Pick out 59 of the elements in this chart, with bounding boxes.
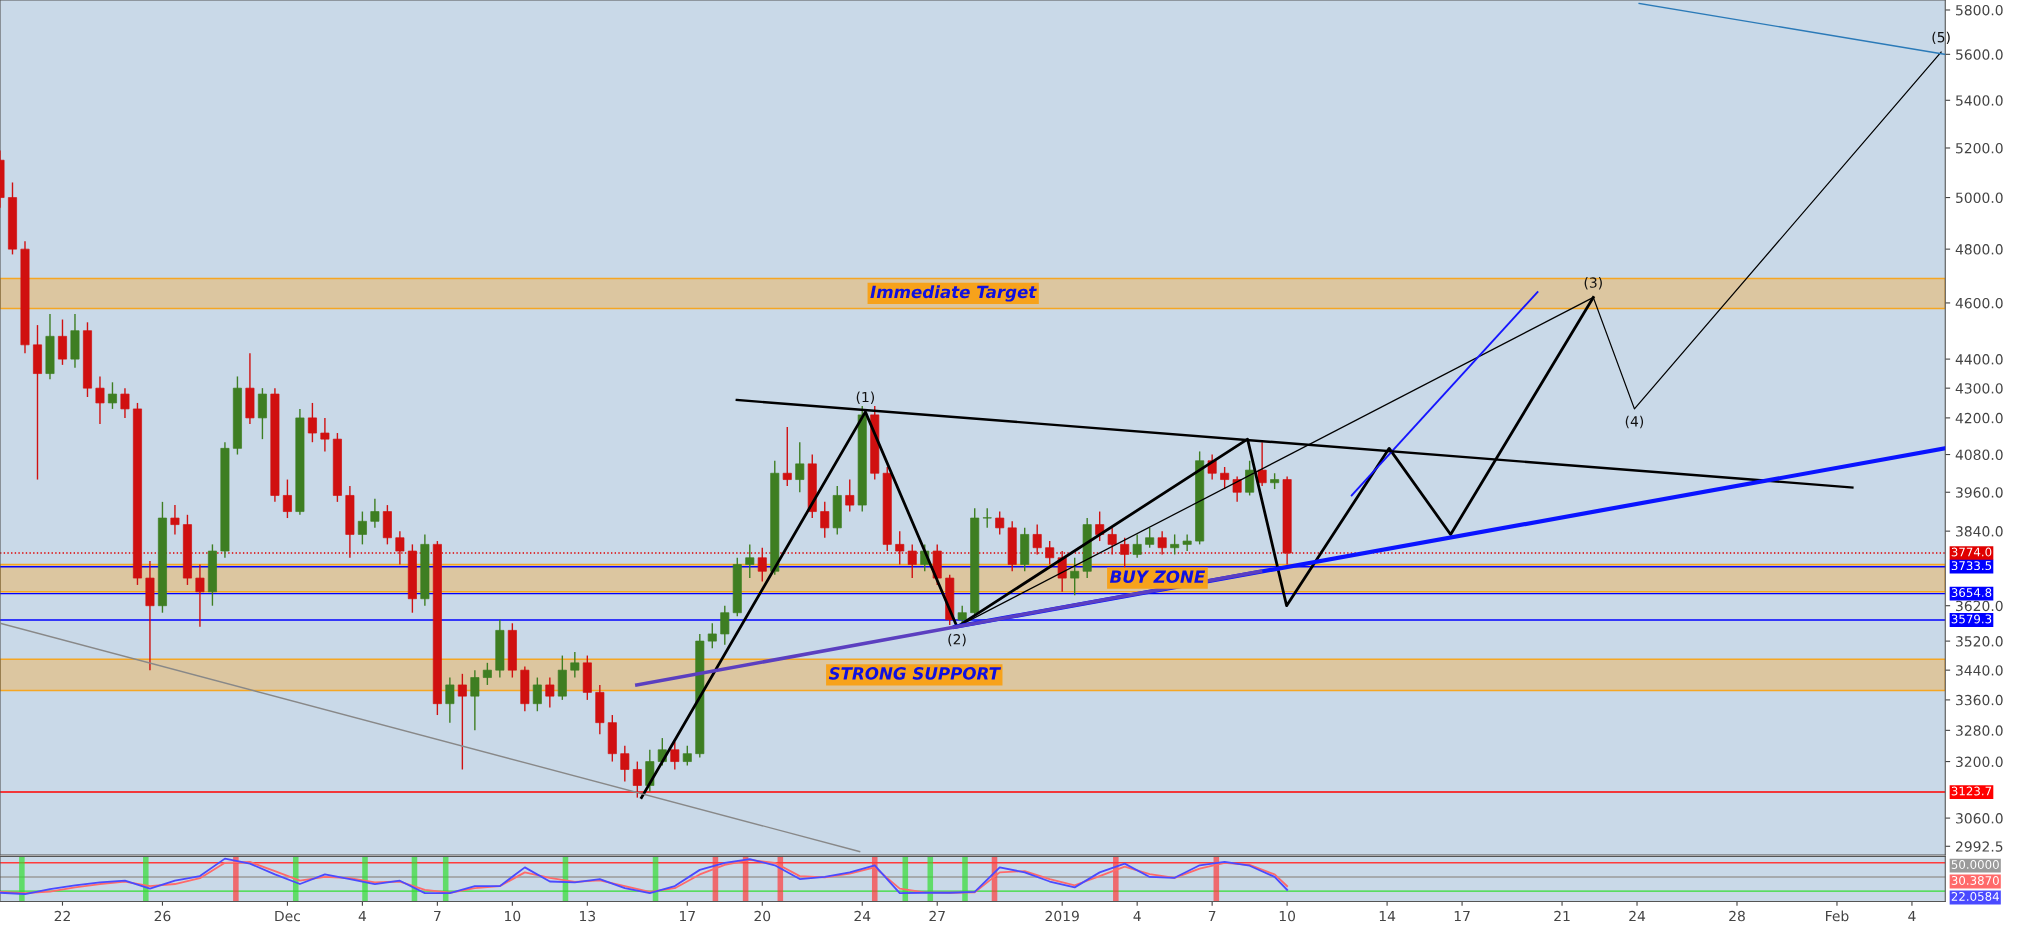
- x-tick-label: 26: [154, 910, 171, 922]
- annotation: (1): [856, 391, 875, 404]
- x-tick-label: 7: [434, 910, 441, 922]
- annotation: (5): [1932, 31, 1950, 45]
- y-tick-label: 3280.0: [1956, 725, 2003, 736]
- band-label: BUY ZONE: [1109, 570, 1206, 583]
- text: 30.3870: [1951, 876, 1999, 885]
- y-tick-label: 5400.0: [1956, 95, 2003, 106]
- y-tick-label: 3060.0: [1956, 813, 2003, 824]
- x-tick-label: 22: [54, 910, 70, 922]
- x-tick-label: 7: [1208, 910, 1216, 922]
- x-tick-label: 20: [754, 910, 771, 922]
- y-tick-label: 4600.0: [1955, 297, 2003, 309]
- annotation: (2): [948, 633, 966, 647]
- y-tick-label: 5200.0: [1956, 142, 2003, 154]
- y-tick-label: 3840.0: [1956, 526, 2003, 537]
- x-tick-label: 4: [358, 910, 367, 922]
- y-tick-label: 3200.0: [1956, 756, 2003, 768]
- x-tick-label: 27: [929, 910, 945, 922]
- ref-line-label: 3774.0: [1951, 547, 1992, 557]
- y-tick-label: 5600.0: [1956, 49, 2003, 60]
- annotation: (3): [1584, 277, 1602, 290]
- y-tick-label: 3620.0: [1956, 600, 2003, 612]
- x-tick-label: 13: [580, 910, 596, 922]
- ref-line-label: 3579.3: [1951, 614, 1992, 624]
- annotation: (4): [1625, 415, 1644, 429]
- y-tick-label: 5000.0: [1956, 192, 2003, 204]
- x-tick-label: 2019: [1045, 910, 1079, 922]
- y-tick-label: 4080.0: [1955, 449, 2003, 460]
- x-tick-label: 17: [1454, 910, 1470, 922]
- text: 22.0584: [1951, 891, 1999, 901]
- y-tick-label: 4300.0: [1955, 383, 2003, 394]
- band-label: STRONG SUPPORT: [828, 667, 1002, 680]
- x-tick-label: 10: [505, 910, 521, 922]
- y-tick-label: 3440.0: [1956, 665, 2003, 676]
- y-tick-label: 4200.0: [1955, 412, 2003, 424]
- x-tick-label: 4: [1133, 910, 1141, 922]
- x-tick-label: 28: [1729, 910, 1745, 922]
- y-tick-label: 2992.5: [1956, 841, 2003, 852]
- band-label: Immediate Target: [870, 285, 1037, 302]
- x-tick-label: Dec: [275, 910, 300, 922]
- y-tick-label: 5800.0: [1956, 4, 2003, 16]
- x-tick-label: 14: [1379, 910, 1396, 922]
- x-tick-label: 10: [1279, 910, 1296, 922]
- y-tick-label: 3960.0: [1956, 487, 2003, 498]
- y-tick-label: 4800.0: [1955, 244, 2003, 255]
- x-tick-label: 24: [854, 910, 871, 922]
- x-tick-label: 17: [679, 910, 695, 922]
- x-tick-label: 24: [1629, 910, 1646, 922]
- y-tick-label: 3360.0: [1956, 694, 2003, 706]
- y-tick-label: 4400.0: [1955, 354, 2003, 365]
- y-tick-label: 3520.0: [1956, 636, 2003, 647]
- ref-line-label: 3123.7: [1951, 786, 1992, 796]
- ref-line-label: 3654.8: [1951, 588, 1992, 598]
- x-tick-label: 21: [1554, 910, 1570, 922]
- x-tick-label: 4: [1908, 910, 1916, 922]
- ref-line-label: 3733.5: [1951, 561, 1992, 571]
- x-tick-label: Feb: [1826, 910, 1849, 922]
- text: 50.0000: [1951, 860, 1999, 869]
